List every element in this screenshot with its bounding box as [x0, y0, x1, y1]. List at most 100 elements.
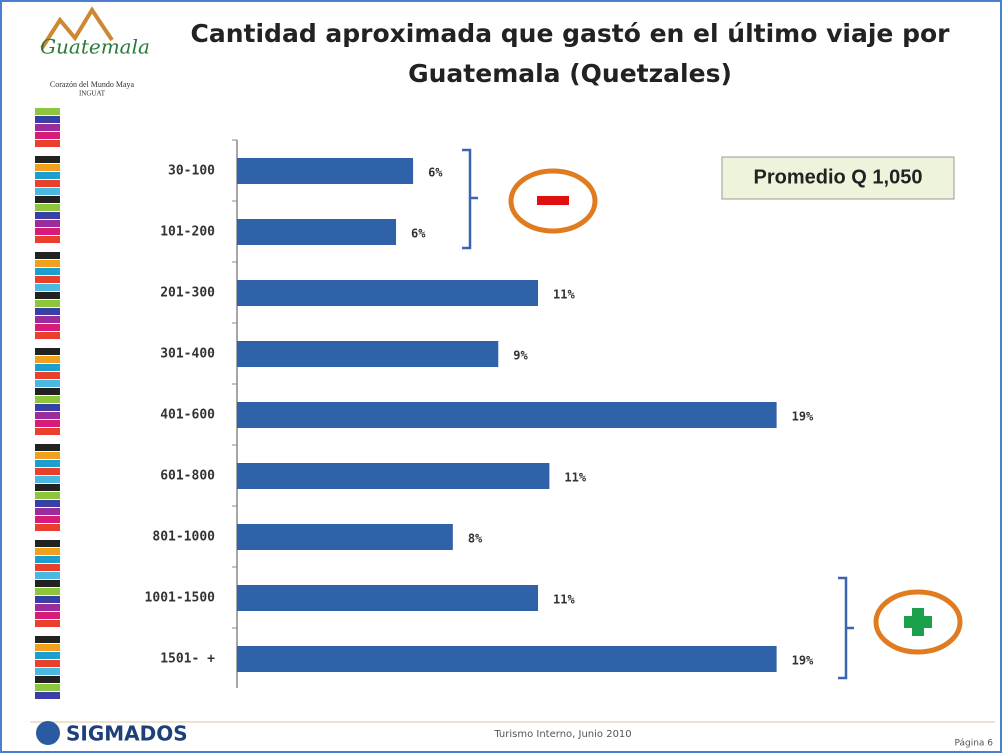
stripe	[35, 276, 60, 283]
stripe	[35, 172, 60, 179]
stripe	[35, 196, 60, 203]
category-label: 401-600	[160, 408, 215, 423]
stripe	[35, 220, 60, 227]
value-label: 19%	[792, 654, 814, 668]
stripe	[35, 476, 60, 483]
stripe	[35, 252, 60, 259]
stripe	[35, 324, 60, 331]
stripe	[35, 212, 60, 219]
bar	[237, 524, 453, 550]
stripe	[35, 340, 60, 347]
logo-text: Guatemala	[40, 35, 150, 59]
stripe	[35, 636, 60, 643]
stripe	[35, 204, 60, 211]
stripe	[35, 460, 60, 467]
stripe	[35, 556, 60, 563]
stripe	[35, 244, 60, 251]
stripe	[35, 612, 60, 619]
stripe	[35, 692, 60, 699]
stripe	[35, 468, 60, 475]
bar	[237, 219, 397, 245]
stripe	[35, 364, 60, 371]
stripe	[35, 428, 60, 435]
stripe	[35, 452, 60, 459]
stripe	[35, 396, 60, 403]
stripe	[35, 676, 60, 683]
stripe	[35, 180, 60, 187]
stripe	[35, 348, 60, 355]
category-label: 601-800	[160, 469, 215, 484]
bar	[237, 463, 550, 489]
value-label: 9%	[513, 349, 528, 363]
stripe	[35, 260, 60, 267]
plus-circle	[873, 589, 963, 655]
category-label: 30-100	[168, 164, 215, 179]
bar	[237, 341, 499, 367]
summary-box	[721, 156, 955, 200]
stripe	[35, 236, 60, 243]
stripe	[35, 308, 60, 315]
bracket	[462, 148, 478, 250]
footer-brand: SIGMADOS	[66, 722, 188, 746]
minus-icon	[537, 196, 569, 205]
stripe	[35, 668, 60, 675]
category-label: 1001-1500	[145, 591, 216, 606]
stripe	[35, 484, 60, 491]
stripe	[35, 188, 60, 195]
logo-tagline: Corazón del Mundo Maya	[50, 80, 135, 89]
stripe	[35, 140, 60, 147]
stripe	[35, 532, 60, 539]
stripe	[35, 644, 60, 651]
category-label: 801-1000	[152, 530, 215, 545]
stripe	[35, 404, 60, 411]
stripe	[35, 444, 60, 451]
stripe	[35, 604, 60, 611]
bar	[237, 280, 539, 306]
value-label: 11%	[553, 288, 575, 302]
stripe	[35, 524, 60, 531]
stripe	[35, 108, 60, 115]
chart-title: Cantidad aproximada que gastó en el últi…	[191, 19, 951, 88]
summary-text: Promedio Q 1,050	[754, 166, 923, 188]
category-label: 101-200	[160, 225, 215, 240]
stripe	[35, 660, 60, 667]
stripe	[35, 564, 60, 571]
stripe	[35, 548, 60, 555]
stripe	[35, 500, 60, 507]
stripe	[35, 132, 60, 139]
stripe	[35, 492, 60, 499]
stripe	[35, 628, 60, 635]
bracket	[838, 576, 854, 680]
stripe	[35, 116, 60, 123]
stripe	[35, 620, 60, 627]
bar	[237, 585, 539, 611]
stripe	[35, 420, 60, 427]
stripe	[35, 652, 60, 659]
footer-logo	[36, 721, 60, 745]
value-label: 6%	[428, 166, 443, 180]
bar	[237, 646, 777, 672]
stripe	[35, 148, 60, 155]
bar	[237, 402, 777, 428]
bar	[237, 158, 414, 184]
stripe	[35, 516, 60, 523]
stripe	[35, 284, 60, 291]
category-label: 301-400	[160, 347, 215, 362]
stripe	[35, 292, 60, 299]
stripe	[35, 572, 60, 579]
stripe	[35, 164, 60, 171]
stripe	[35, 124, 60, 131]
value-label: 19%	[792, 410, 814, 424]
stripe	[35, 268, 60, 275]
stripe	[35, 508, 60, 515]
footer-text: Turismo Interno, Junio 2010	[493, 729, 631, 740]
stripe	[35, 580, 60, 587]
value-label: 11%	[564, 471, 586, 485]
logo-mountains	[40, 6, 114, 50]
value-label: 6%	[411, 227, 426, 241]
stripe	[35, 300, 60, 307]
page-number: Página 6	[954, 739, 993, 749]
stripe	[35, 436, 60, 443]
